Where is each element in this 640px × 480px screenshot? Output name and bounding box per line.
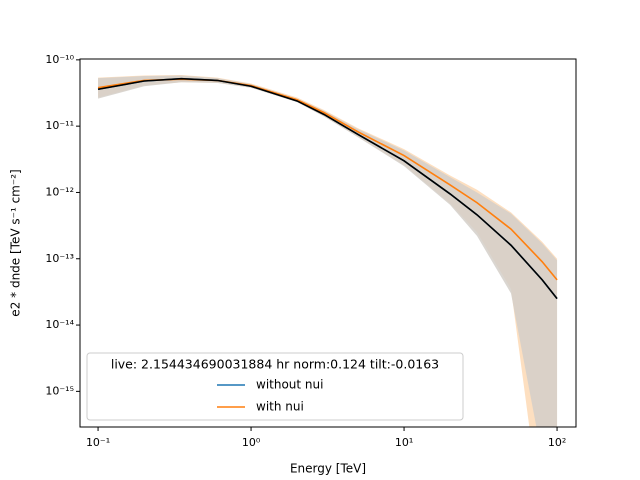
y-tick-label: 10⁻¹¹: [45, 119, 74, 132]
y-axis-label: e2 * dnde [TeV s⁻¹ cm⁻²]: [9, 169, 23, 316]
y-tick-label: 10⁻¹⁵: [45, 384, 74, 397]
axes-frame: [79, 58, 577, 428]
legend-label: without nui: [256, 378, 323, 392]
y-tick-label: 10⁻¹⁴: [45, 318, 74, 331]
plot-area: [97, 75, 558, 427]
x-axis-label: Energy [TeV]: [290, 462, 366, 476]
x-tick-label: 10⁰: [242, 436, 261, 449]
y-tick-label: 10⁻¹²: [45, 185, 74, 198]
legend-label: with nui: [256, 400, 304, 414]
x-tick-label: 10²: [548, 436, 566, 449]
legend-title: live: 2.154434690031884 hr norm:0.124 ti…: [111, 357, 439, 372]
series-line: [97, 77, 558, 300]
y-tick-label: 10⁻¹⁰: [45, 53, 74, 66]
x-tick-label: 10¹: [395, 436, 413, 449]
x-tick-label: 10⁻¹: [86, 436, 110, 449]
y-tick-label: 10⁻¹³: [45, 252, 74, 265]
legend: live: 2.154434690031884 hr norm:0.124 ti…: [86, 352, 464, 421]
legend-box: [86, 352, 464, 421]
